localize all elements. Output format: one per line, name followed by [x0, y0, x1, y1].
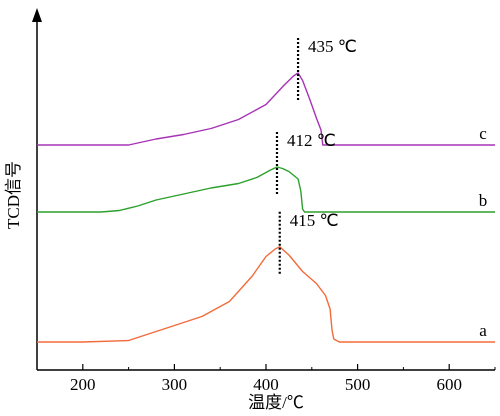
x-ticks: 200 300 400 500 600: [36, 364, 496, 394]
peak-label-b: 412 ℃: [287, 131, 336, 150]
x-axis-label: 温度/℃: [248, 393, 304, 412]
series-label-a: a: [479, 321, 487, 340]
y-axis-label: TCD信号: [4, 161, 23, 229]
peak-label-c: 435 ℃: [308, 37, 357, 56]
series-line-c: [37, 72, 495, 146]
y-axis-arrow: [32, 8, 42, 22]
series-labels: a b c: [479, 124, 488, 340]
x-tick-label: 400: [253, 375, 279, 394]
peak-label-a: 415 ℃: [290, 211, 339, 230]
series-label-b: b: [479, 191, 488, 210]
series-line-a: [37, 246, 495, 343]
x-tick-label: 500: [345, 375, 371, 394]
axes: [32, 8, 495, 371]
x-tick-label: 200: [70, 375, 96, 394]
series-label-c: c: [479, 124, 487, 143]
x-tick-label: 300: [162, 375, 188, 394]
x-tick-label: 600: [436, 375, 462, 394]
series-line-b: [37, 166, 495, 213]
series-lines: [37, 72, 495, 343]
peak-markers: 415 ℃ 412 ℃ 435 ℃: [275, 37, 357, 275]
